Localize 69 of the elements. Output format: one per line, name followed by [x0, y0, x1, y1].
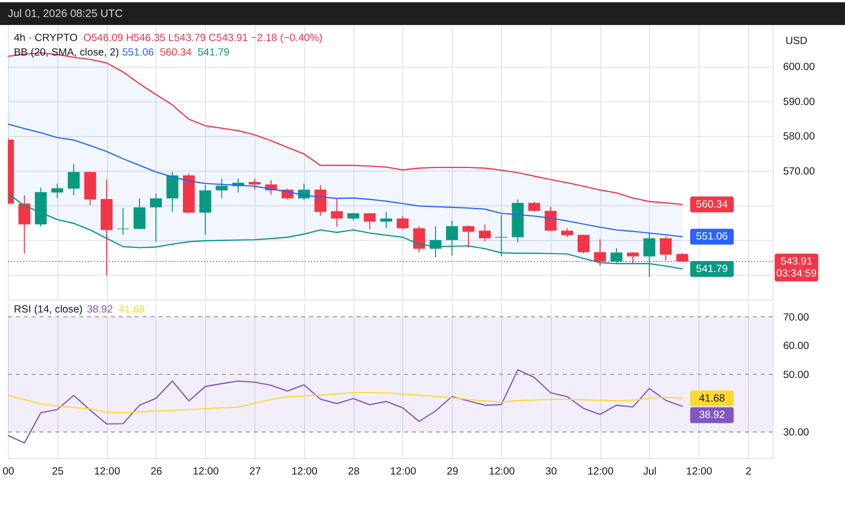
- candlestick: [561, 228, 574, 238]
- data-label: 38.92: [698, 410, 726, 422]
- candlestick: [478, 224, 491, 242]
- text: 551.06: [122, 48, 154, 59]
- candlestick: [150, 193, 162, 242]
- y-tick-label: 590.00: [783, 96, 816, 108]
- candlestick: [380, 211, 392, 229]
- candlestick: [199, 184, 212, 236]
- x-tick-label: 12:00: [686, 466, 712, 478]
- y-tick-label: 70.00: [783, 312, 810, 324]
- text: Jul 01, 2026 08:25 UTC: [8, 8, 123, 20]
- y-axis-title: USD: [785, 36, 808, 47]
- x-tick-label: 28: [348, 466, 360, 478]
- y-tick-label: 580.00: [783, 132, 816, 143]
- candlestick: [528, 201, 540, 212]
- candlestick: [314, 184, 326, 216]
- x-tick-label: 12:00: [488, 466, 516, 478]
- candlestick: [117, 208, 129, 236]
- text: 560.34: [160, 48, 192, 59]
- x-tick-label: 00: [2, 466, 14, 478]
- x-tick-label: 12:00: [291, 466, 318, 478]
- x-tick-label: 12:00: [192, 466, 219, 478]
- data-label: 560.34: [696, 199, 728, 210]
- x-tick-label: 29: [446, 466, 458, 478]
- x-tick-label: 25: [52, 466, 64, 478]
- x-tick-label: 12:00: [390, 466, 416, 478]
- candlestick: [364, 212, 376, 230]
- text: 38.92: [86, 304, 113, 316]
- candlestick: [18, 194, 30, 254]
- candlestick: [544, 206, 557, 232]
- candlestick: [446, 220, 458, 256]
- y-tick-label: 570.00: [783, 166, 816, 178]
- y-tick-label: 600.00: [783, 62, 816, 74]
- text: 03:34:59: [776, 268, 817, 280]
- data-label: 551.06: [696, 232, 728, 243]
- candlestick: [462, 224, 474, 249]
- candlestick: [578, 234, 590, 254]
- y-tick-label: 30.00: [783, 427, 810, 438]
- candlestick: [660, 236, 672, 262]
- candlestick: [216, 178, 228, 199]
- candlestick: [413, 226, 426, 254]
- data-label: 41.68: [698, 393, 726, 404]
- y-tick-label: 60.00: [783, 341, 810, 352]
- text: 541.79: [198, 48, 230, 59]
- legend-title: RSI (14, close): [14, 304, 83, 316]
- line-series: [8, 123, 683, 238]
- ref-line-label: 543.91: [780, 256, 813, 268]
- x-tick-label: 2: [746, 466, 752, 478]
- text: O546.09 H546.35 L543.79 C543.91 −2.18 (−0.40%): [83, 32, 322, 44]
- x-tick-label: 12:00: [94, 466, 120, 478]
- candlestick: [51, 183, 64, 199]
- candlestick: [330, 198, 343, 228]
- data-label: 541.79: [696, 264, 728, 275]
- candlestick: [68, 163, 80, 196]
- x-tick-label: Jul: [643, 466, 656, 478]
- candlestick: [248, 178, 261, 190]
- y-tick-label: 50.00: [783, 370, 810, 381]
- candlestick: [166, 171, 178, 212]
- text: 4h · CRYPTO: [14, 32, 78, 44]
- x-tick-label: 30: [545, 466, 558, 478]
- x-tick-label: 12:00: [587, 466, 614, 478]
- candlestick: [610, 248, 622, 264]
- line-series: [8, 392, 683, 414]
- text: 41.68: [118, 304, 145, 316]
- x-tick-label: 27: [249, 466, 262, 478]
- x-tick-label: 26: [150, 466, 162, 478]
- line-series: [8, 369, 683, 444]
- candlestick: [134, 198, 146, 230]
- candlestick: [396, 216, 409, 230]
